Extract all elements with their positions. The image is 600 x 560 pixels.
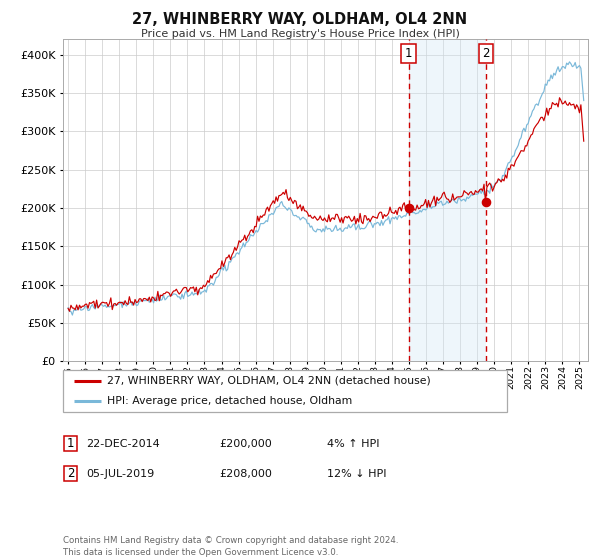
Text: 27, WHINBERRY WAY, OLDHAM, OL4 2NN (detached house): 27, WHINBERRY WAY, OLDHAM, OL4 2NN (deta… [107,376,431,385]
Point [404,203,413,212]
Text: 1: 1 [67,437,74,450]
Text: Contains HM Land Registry data © Crown copyright and database right 2024.
This d: Contains HM Land Registry data © Crown c… [63,536,398,557]
Text: 05-JUL-2019: 05-JUL-2019 [86,469,154,479]
Text: £200,000: £200,000 [219,438,272,449]
FancyBboxPatch shape [64,436,77,451]
Text: HPI: Average price, detached house, Oldham: HPI: Average price, detached house, Oldh… [107,396,353,405]
Text: £208,000: £208,000 [219,469,272,479]
Bar [409,39,486,361]
Text: 1: 1 [405,47,412,60]
FancyBboxPatch shape [64,466,77,481]
Text: 12% ↓ HPI: 12% ↓ HPI [327,469,386,479]
Text: 22-DEC-2014: 22-DEC-2014 [86,438,160,449]
Text: 2: 2 [67,467,74,480]
FancyBboxPatch shape [63,370,507,412]
Text: 27, WHINBERRY WAY, OLDHAM, OL4 2NN: 27, WHINBERRY WAY, OLDHAM, OL4 2NN [133,12,467,27]
Text: 4% ↑ HPI: 4% ↑ HPI [327,438,380,449]
Text: 2: 2 [482,47,490,60]
Text: Price paid vs. HM Land Registry's House Price Index (HPI): Price paid vs. HM Land Registry's House … [140,29,460,39]
Point [481,197,491,206]
